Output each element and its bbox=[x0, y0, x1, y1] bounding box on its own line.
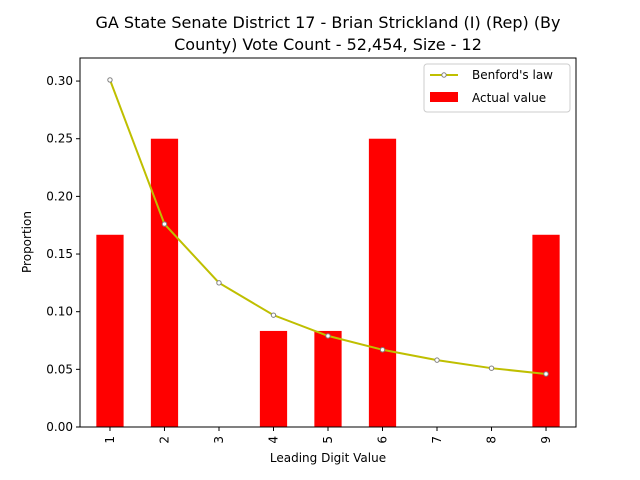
legend-label-actual: Actual value bbox=[472, 91, 546, 105]
chart-title-line-1: GA State Senate District 17 - Brian Stri… bbox=[96, 13, 561, 32]
x-tick-label: 7 bbox=[430, 436, 444, 444]
bar-digit-2 bbox=[150, 138, 179, 427]
bar-digit-1 bbox=[96, 234, 124, 427]
legend-bar-swatch bbox=[430, 92, 458, 102]
benford-point-digit-6 bbox=[379, 347, 386, 353]
y-tick-label: 0.10 bbox=[46, 305, 73, 319]
x-axis-ticks: 1 2 3 4 5 6 7 8 9 bbox=[103, 427, 553, 444]
x-tick-label: 1 bbox=[103, 436, 117, 444]
benford-point-digit-3 bbox=[216, 280, 222, 286]
benford-point-digit-9 bbox=[543, 371, 549, 377]
legend-box bbox=[423, 63, 571, 113]
y-tick-label: 0.15 bbox=[46, 247, 73, 261]
y-tick-label: 0.30 bbox=[46, 74, 73, 88]
legend-label-benford: Benford's law bbox=[472, 68, 553, 82]
y-tick-label: 0.05 bbox=[46, 362, 73, 376]
benford-point-digit-1 bbox=[107, 77, 113, 83]
y-tick-label: 0.20 bbox=[46, 189, 73, 203]
chart-title-line-2: County) Vote Count - 52,454, Size - 12 bbox=[174, 35, 482, 54]
bar-digit-4 bbox=[259, 330, 288, 427]
y-axis-ticks: 0.00 0.05 0.10 0.15 0.20 0.25 0.30 bbox=[46, 74, 80, 434]
x-tick-label: 9 bbox=[539, 436, 553, 444]
x-tick-label: 3 bbox=[212, 436, 226, 444]
benford-point-digit-8 bbox=[488, 365, 495, 371]
bar-series bbox=[96, 138, 560, 427]
x-tick-label: 8 bbox=[485, 436, 499, 444]
y-tick-label: 0.25 bbox=[46, 132, 73, 146]
x-axis-label: Leading Digit Value bbox=[270, 451, 386, 465]
x-tick-label: 2 bbox=[157, 436, 171, 444]
benford-point-digit-4 bbox=[270, 312, 277, 318]
y-tick-label: 0.00 bbox=[46, 420, 73, 434]
bar-digit-6 bbox=[368, 138, 397, 427]
y-axis-label: Proportion bbox=[20, 211, 34, 273]
bar-digit-5 bbox=[314, 330, 342, 427]
benford-point-digit-7 bbox=[434, 357, 440, 363]
benford-point-digit-5 bbox=[325, 333, 331, 339]
benford-line-series bbox=[107, 77, 549, 377]
legend-line-marker bbox=[441, 72, 447, 78]
bar-digit-9 bbox=[532, 234, 560, 427]
x-tick-label: 6 bbox=[376, 436, 390, 444]
legend: Benford's law Actual value bbox=[423, 63, 571, 113]
benford-point-digit-2 bbox=[161, 221, 168, 227]
x-tick-label: 4 bbox=[266, 436, 280, 444]
x-tick-label: 5 bbox=[321, 436, 335, 444]
